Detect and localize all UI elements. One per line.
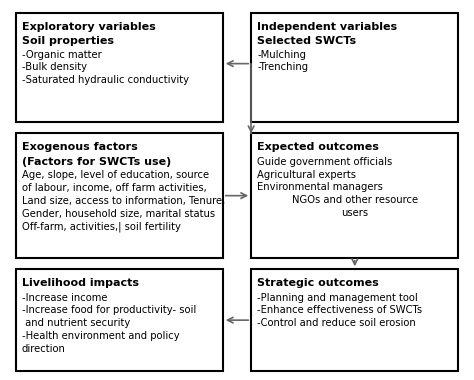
Text: of labour, income, off farm activities,: of labour, income, off farm activities,: [22, 183, 206, 193]
Text: Agricultural experts: Agricultural experts: [257, 169, 356, 180]
Text: Gender, household size, marital status: Gender, household size, marital status: [22, 209, 215, 219]
Text: -Increase food for productivity- soil: -Increase food for productivity- soil: [22, 306, 196, 315]
FancyBboxPatch shape: [251, 133, 458, 258]
Text: users: users: [341, 208, 368, 218]
Text: -Mulching: -Mulching: [257, 50, 306, 60]
Text: Off-farm, activities,| soil fertility: Off-farm, activities,| soil fertility: [22, 222, 181, 232]
Text: Exogenous factors: Exogenous factors: [22, 142, 137, 152]
Text: -Health environment and policy: -Health environment and policy: [22, 331, 179, 341]
Text: -Organic matter: -Organic matter: [22, 50, 101, 60]
Text: Guide government officials: Guide government officials: [257, 157, 392, 167]
Text: direction: direction: [22, 344, 65, 354]
Text: -Saturated hydraulic conductivity: -Saturated hydraulic conductivity: [22, 75, 189, 86]
Text: -Control and reduce soil erosion: -Control and reduce soil erosion: [257, 318, 416, 328]
Text: Environmental managers: Environmental managers: [257, 182, 383, 192]
Text: Land size, access to information, Tenure,: Land size, access to information, Tenure…: [22, 196, 225, 206]
Text: -Increase income: -Increase income: [22, 293, 107, 302]
FancyBboxPatch shape: [16, 13, 223, 122]
Text: (Factors for SWCTs use): (Factors for SWCTs use): [22, 157, 171, 167]
Text: Age, slope, level of education, source: Age, slope, level of education, source: [22, 170, 209, 180]
FancyBboxPatch shape: [16, 133, 223, 258]
Text: Soil properties: Soil properties: [22, 36, 114, 46]
FancyBboxPatch shape: [251, 269, 458, 371]
FancyBboxPatch shape: [16, 269, 223, 371]
FancyBboxPatch shape: [251, 13, 458, 122]
Text: -Planning and management tool: -Planning and management tool: [257, 293, 418, 302]
Text: Expected outcomes: Expected outcomes: [257, 142, 379, 152]
Text: Exploratory variables: Exploratory variables: [22, 22, 155, 32]
Text: and nutrient security: and nutrient security: [22, 318, 130, 328]
Text: Livelihood impacts: Livelihood impacts: [22, 278, 139, 288]
Text: NGOs and other resource: NGOs and other resource: [292, 195, 418, 205]
Text: -Enhance effectiveness of SWCTs: -Enhance effectiveness of SWCTs: [257, 306, 422, 315]
Text: -Bulk density: -Bulk density: [22, 62, 87, 73]
Text: Selected SWCTs: Selected SWCTs: [257, 36, 356, 46]
Text: Strategic outcomes: Strategic outcomes: [257, 278, 379, 288]
Text: -Trenching: -Trenching: [257, 62, 309, 73]
Text: Independent variables: Independent variables: [257, 22, 397, 32]
